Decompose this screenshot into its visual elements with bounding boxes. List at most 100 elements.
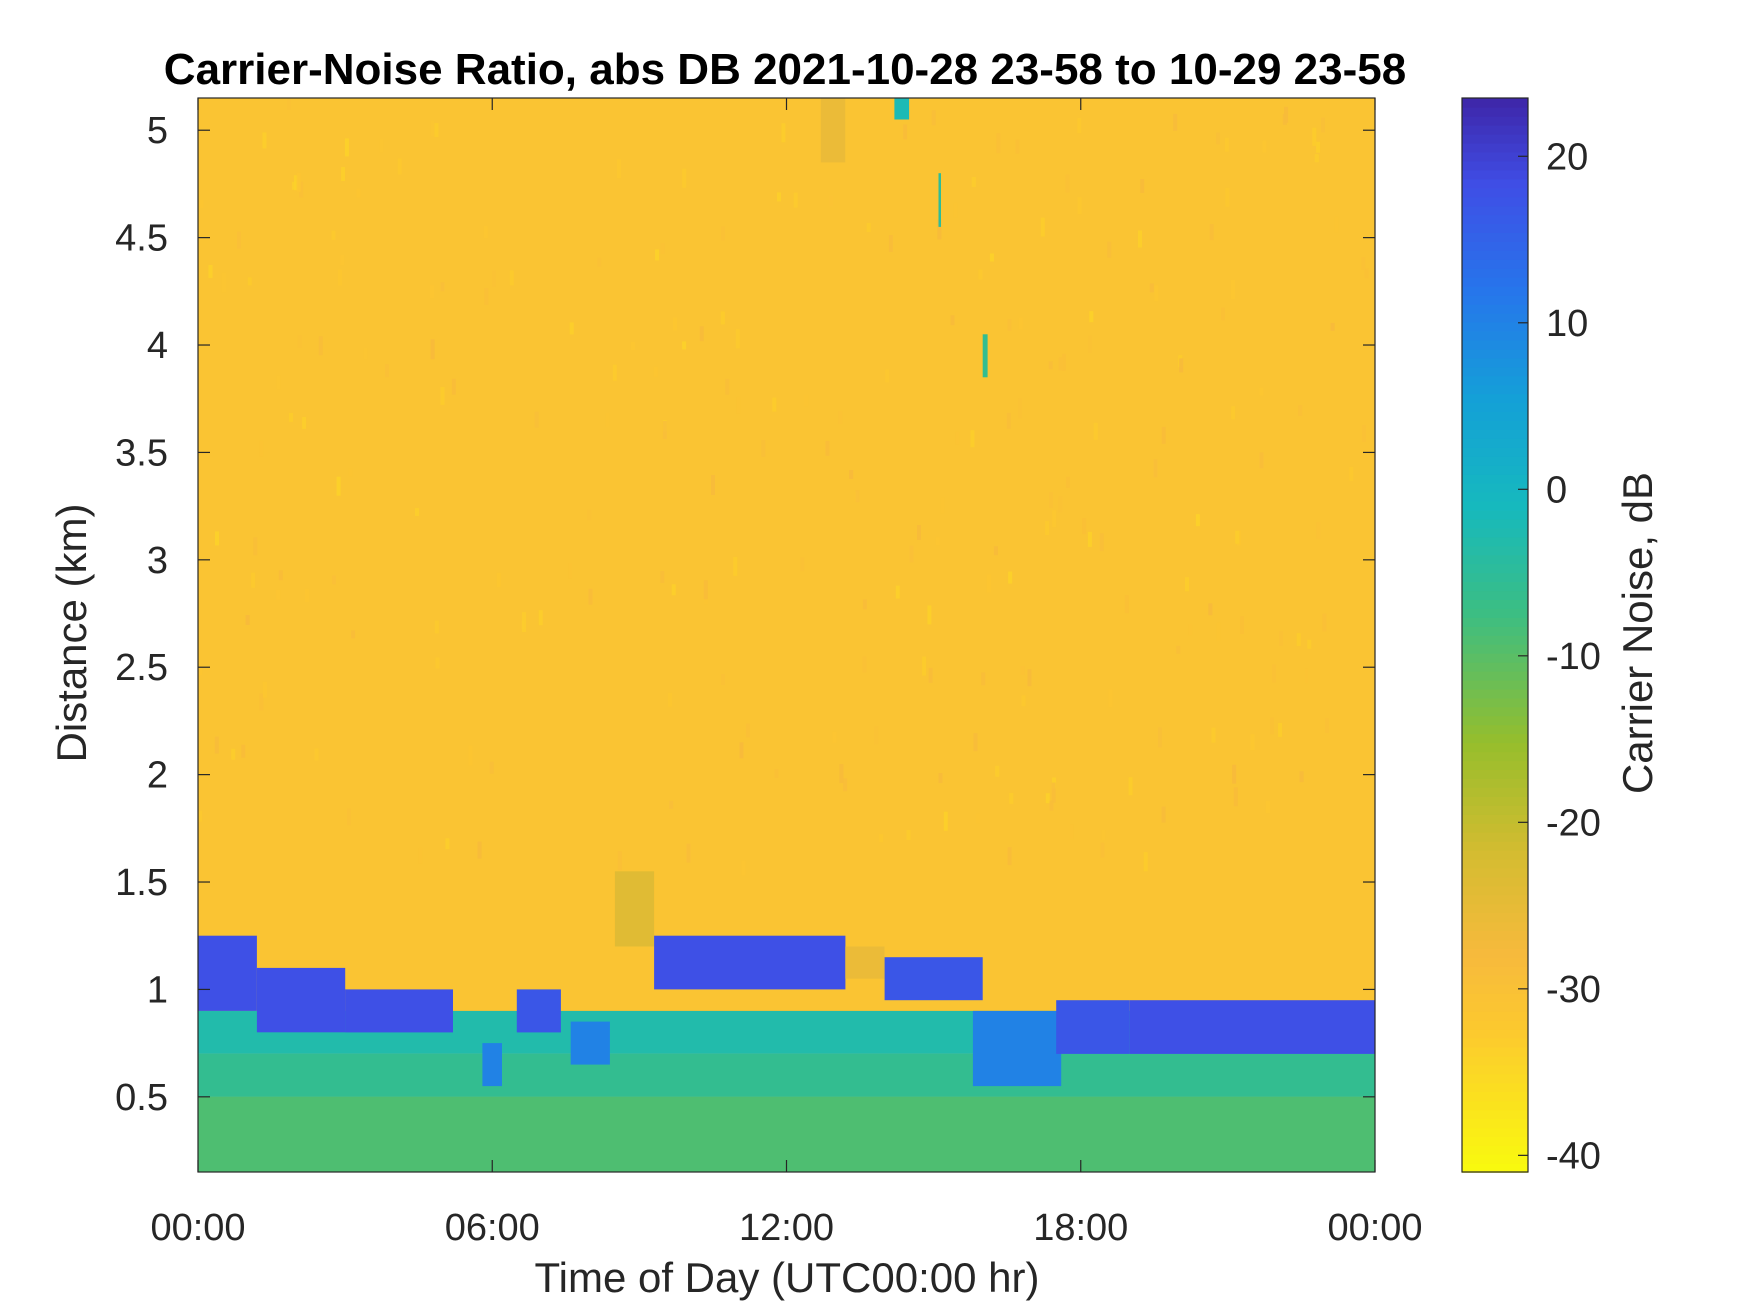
heatmap-speckle	[774, 769, 779, 778]
heatmap-speckle	[660, 243, 665, 255]
colorbar-tick-label: 0	[1546, 469, 1567, 511]
colorbar-tick-label: -20	[1546, 802, 1601, 844]
heatmap-speckle	[231, 748, 236, 760]
heatmap-speckle	[682, 168, 687, 188]
colorbar-segment	[1462, 268, 1528, 278]
heatmap-speckle	[895, 585, 900, 599]
heatmap-speckle	[1124, 595, 1129, 614]
heatmap-speckle	[1211, 727, 1216, 743]
heatmap-speckle	[302, 416, 307, 429]
heatmap-speckle	[804, 395, 809, 407]
heatmap-cell	[198, 1096, 1375, 1172]
heatmap-speckle	[874, 726, 879, 745]
colorbar-segment	[1462, 706, 1528, 717]
heatmap-speckle	[397, 158, 402, 175]
colorbar-segment	[1462, 679, 1528, 690]
heatmap-speckle	[617, 159, 621, 179]
colorbar-segment	[1462, 509, 1528, 520]
colorbar-segment	[1462, 518, 1528, 529]
y-tick-label: 3.5	[115, 432, 168, 474]
colorbar-segment	[1462, 1154, 1528, 1164]
heatmap-cell	[482, 1043, 502, 1087]
colorbar-segment	[1462, 1019, 1528, 1030]
colorbar-segment	[1462, 223, 1528, 234]
colorbar-segment	[1462, 187, 1528, 198]
heatmap-speckle	[1361, 257, 1366, 270]
heatmap-speckle	[1224, 137, 1229, 152]
colorbar-segment	[1462, 626, 1528, 636]
heatmap-speckle	[879, 834, 884, 843]
heatmap-speckle	[1045, 793, 1050, 804]
heatmap-speckle	[384, 364, 389, 378]
heatmap-speckle	[538, 610, 543, 626]
colorbar-segment	[1462, 1073, 1528, 1084]
colorbar-segment	[1462, 178, 1528, 189]
heatmap-speckle	[347, 808, 351, 826]
colorbar-segment	[1462, 1046, 1528, 1057]
heatmap-cell	[1056, 1000, 1130, 1054]
colorbar-segment	[1462, 930, 1528, 941]
heatmap-speckle	[940, 497, 945, 514]
heatmap-speckle	[415, 508, 419, 517]
colorbar-segment	[1462, 760, 1528, 771]
heatmap-speckle	[1225, 187, 1230, 207]
heatmap-speckle	[761, 439, 766, 457]
heatmap-speckle	[1316, 522, 1321, 539]
heatmap-speckle	[653, 366, 658, 377]
colorbar-segment	[1462, 635, 1528, 645]
heatmap-speckle	[489, 761, 494, 774]
heatmap-speckle	[1007, 318, 1012, 331]
heatmap-speckle	[1128, 777, 1133, 796]
colorbar-segment	[1462, 205, 1528, 216]
heatmap-speckle	[777, 192, 781, 202]
heatmap-speckle	[662, 421, 667, 439]
x-tick-label: 12:00	[739, 1207, 834, 1249]
colorbar-segment	[1462, 500, 1528, 511]
heatmap-speckle	[477, 841, 482, 859]
heatmap-speckle	[1298, 405, 1303, 417]
heatmap-speckle	[1069, 824, 1074, 840]
heatmap-speckle	[781, 123, 786, 143]
x-tick-label: 00:00	[150, 1207, 245, 1249]
heatmap-speckle	[1058, 357, 1063, 371]
heatmap-speckle	[1240, 616, 1245, 635]
colorbar-tick-label: -30	[1546, 969, 1601, 1011]
heatmap-speckle	[1320, 117, 1325, 133]
colorbar-segment	[1462, 975, 1528, 985]
heatmap-speckle	[1307, 639, 1312, 649]
heatmap-speckle	[931, 110, 936, 126]
heatmap-speckle	[1018, 398, 1023, 419]
heatmap-speckle	[682, 341, 687, 350]
heatmap-speckle	[1173, 113, 1178, 131]
heatmap-speckle	[668, 692, 672, 707]
heatmap-speckle	[1334, 216, 1339, 233]
heatmap-speckle	[356, 188, 361, 198]
heatmap-speckle	[1015, 139, 1020, 154]
colorbar-segment	[1462, 1136, 1528, 1146]
heatmap-speckle	[468, 745, 473, 766]
colorbar-segment	[1462, 473, 1528, 484]
colorbar-segment	[1462, 867, 1528, 878]
heatmap-speckle	[1051, 782, 1056, 803]
heatmap-speckle	[1027, 669, 1032, 687]
heatmap-speckle	[1048, 361, 1053, 370]
heatmap-speckle	[418, 847, 423, 864]
heatmap-speckle	[1052, 510, 1057, 528]
colorbar-segment	[1462, 581, 1528, 592]
heatmap-speckle	[1216, 132, 1221, 145]
heatmap-speckle	[215, 531, 219, 546]
heatmap-speckle	[1021, 695, 1026, 707]
colorbar-segment	[1462, 805, 1528, 815]
y-tick-label: 3	[147, 540, 168, 582]
colorbar-segment	[1462, 1082, 1528, 1093]
colorbar-segment	[1462, 688, 1528, 699]
heatmap-speckle	[838, 410, 843, 424]
heatmap-speckle	[1018, 317, 1023, 330]
heatmap-speckle	[1082, 518, 1087, 535]
heatmap-speckle	[903, 124, 908, 140]
heatmap-speckle	[440, 386, 445, 405]
heatmap-speckle	[922, 656, 927, 676]
colorbar-segment	[1462, 366, 1528, 377]
colorbar-segment	[1462, 1100, 1528, 1111]
